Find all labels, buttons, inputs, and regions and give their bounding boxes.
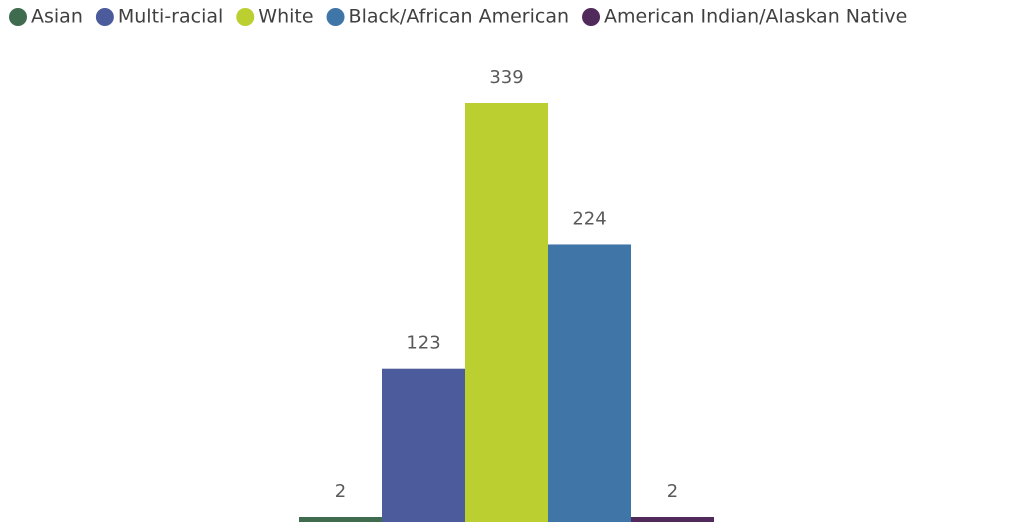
legend-marker	[95, 8, 114, 26]
data-label: 2	[667, 481, 678, 502]
data-label: 2	[335, 481, 346, 502]
bar	[631, 517, 714, 522]
bar	[382, 368, 465, 522]
legend-marker	[9, 8, 27, 26]
data-label: 224	[572, 208, 606, 229]
legend-label: American Indian/Alaskan Native	[604, 6, 907, 28]
data-label: 339	[489, 67, 523, 88]
legend-label: White	[258, 6, 313, 28]
legend-label: Multi-racial	[118, 6, 223, 28]
bar	[299, 517, 382, 522]
legend-marker	[236, 8, 255, 26]
legend-label: Asian	[31, 6, 83, 28]
data-label: 123	[406, 333, 440, 354]
legend-label: Black/African American	[349, 6, 570, 28]
bar	[465, 103, 548, 522]
bar	[548, 244, 631, 522]
legend-marker	[326, 8, 345, 26]
legend-marker	[582, 8, 601, 26]
